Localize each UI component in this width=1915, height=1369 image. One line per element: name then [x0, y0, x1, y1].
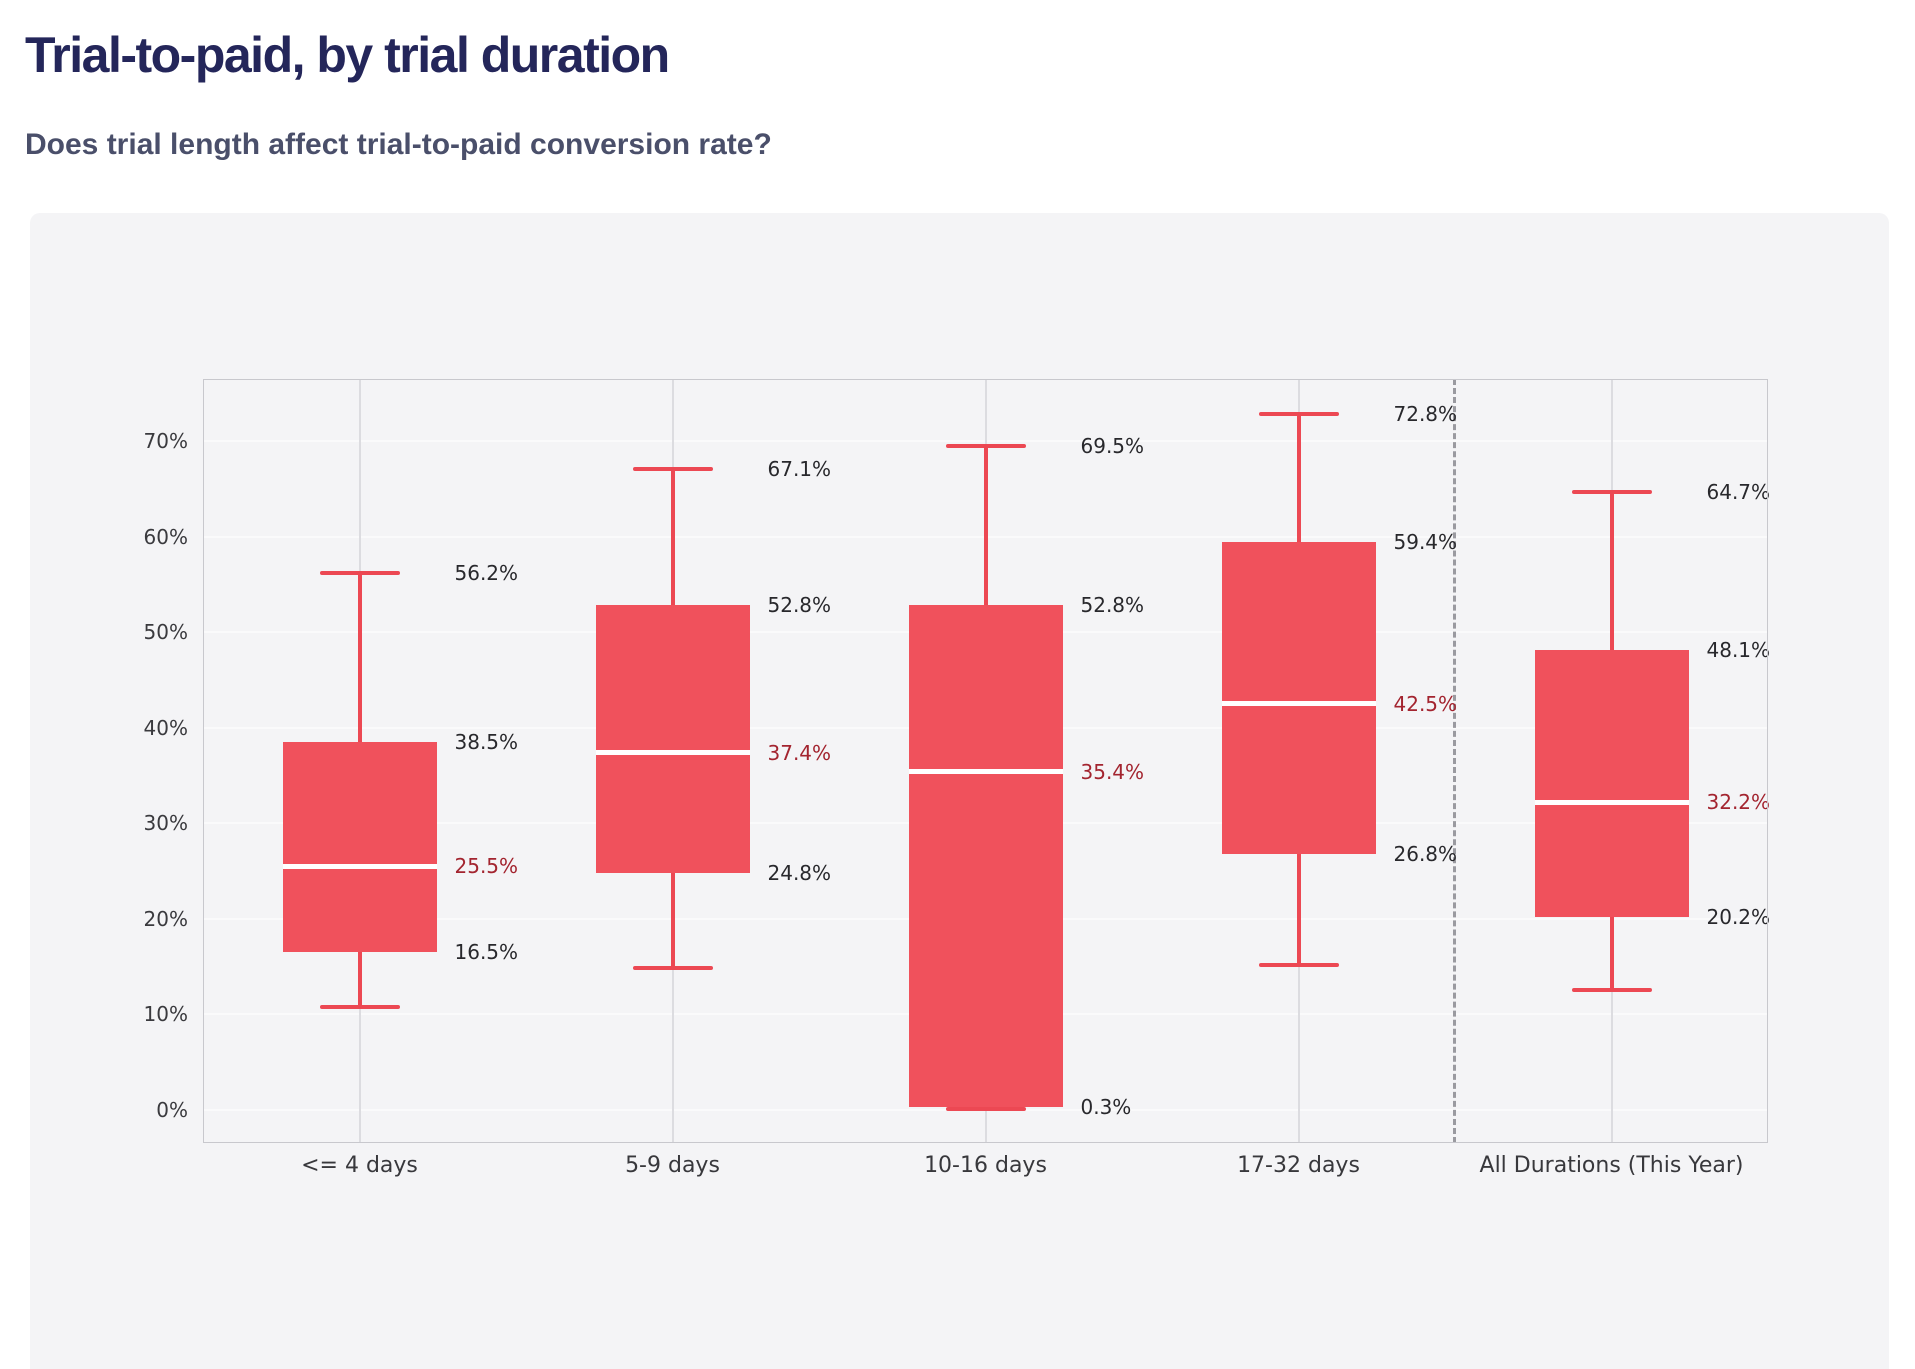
whisker-bottom-line	[1609, 916, 1614, 990]
value-label-q1: 16.5%	[454, 940, 519, 965]
whisker-top-line	[983, 445, 988, 606]
value-label-max: 69.5%	[1080, 433, 1145, 458]
whisker-top-cap	[945, 443, 1026, 448]
box	[1534, 650, 1689, 917]
box	[908, 605, 1063, 1108]
x-axis-label: All Durations (This Year)	[1479, 1153, 1744, 1178]
value-label-q1: 0.3%	[1080, 1095, 1132, 1120]
value-label-q3: 52.8%	[767, 593, 832, 618]
whisker-top-cap	[632, 466, 713, 471]
whisker-bottom-cap	[1258, 962, 1339, 967]
median-line	[908, 769, 1063, 775]
y-tick-label: 70%	[143, 429, 188, 453]
y-tick-label: 10%	[143, 1002, 188, 1027]
whisker-bottom-line	[670, 872, 675, 968]
value-label-q3: 38.5%	[454, 730, 519, 755]
whisker-bottom-cap	[945, 1107, 1026, 1112]
x-axis-label: 5-9 days	[625, 1153, 720, 1178]
y-tick-label: 0%	[156, 1098, 188, 1122]
value-label-q1: 20.2%	[1706, 904, 1771, 929]
whisker-bottom-line	[1296, 853, 1301, 965]
value-label-median: 37.4%	[767, 740, 832, 765]
box	[282, 742, 437, 953]
y-tick-label: 30%	[143, 811, 188, 836]
plot-border	[203, 379, 1768, 1143]
value-label-max: 64.7%	[1706, 479, 1771, 504]
x-axis-label: <= 4 days	[301, 1153, 418, 1178]
median-line	[282, 863, 437, 869]
whisker-top-line	[1609, 491, 1614, 651]
whisker-top-line	[670, 468, 675, 606]
value-label-max: 72.8%	[1393, 402, 1458, 427]
y-tick-label: 40%	[143, 715, 188, 740]
median-line	[595, 750, 750, 756]
whisker-bottom-cap	[1571, 987, 1652, 992]
whisker-bottom-cap	[632, 965, 713, 970]
y-tick-label: 50%	[143, 620, 188, 645]
page-subtitle: Does trial length affect trial-to-paid c…	[25, 128, 772, 161]
median-line	[1221, 701, 1376, 707]
whisker-bottom-line	[357, 952, 362, 1007]
whisker-top-cap	[319, 570, 400, 575]
x-axis-label: 10-16 days	[924, 1153, 1047, 1178]
value-label-median: 35.4%	[1080, 759, 1145, 784]
value-label-q1: 24.8%	[767, 860, 832, 885]
whisker-top-line	[1296, 414, 1301, 543]
separator-dashed-line	[1453, 379, 1456, 1143]
y-tick-label: 20%	[143, 906, 188, 931]
value-label-q1: 26.8%	[1393, 841, 1458, 866]
value-label-median: 25.5%	[454, 854, 519, 879]
value-label-q3: 48.1%	[1706, 638, 1771, 663]
value-label-median: 42.5%	[1393, 691, 1458, 716]
page-title: Trial-to-paid, by trial duration	[25, 27, 670, 83]
whisker-top-cap	[1258, 412, 1339, 417]
box	[595, 605, 750, 873]
value-label-q3: 52.8%	[1080, 593, 1145, 618]
y-tick-label: 60%	[143, 524, 188, 549]
value-label-q3: 59.4%	[1393, 530, 1458, 555]
whisker-top-line	[357, 572, 362, 743]
value-label-max: 56.2%	[454, 560, 519, 585]
whisker-bottom-cap	[319, 1004, 400, 1009]
value-label-median: 32.2%	[1706, 790, 1771, 815]
whisker-top-cap	[1571, 489, 1652, 494]
x-axis-label: 17-32 days	[1237, 1153, 1360, 1178]
box	[1221, 542, 1376, 854]
median-line	[1534, 799, 1689, 805]
value-label-max: 67.1%	[767, 456, 832, 481]
